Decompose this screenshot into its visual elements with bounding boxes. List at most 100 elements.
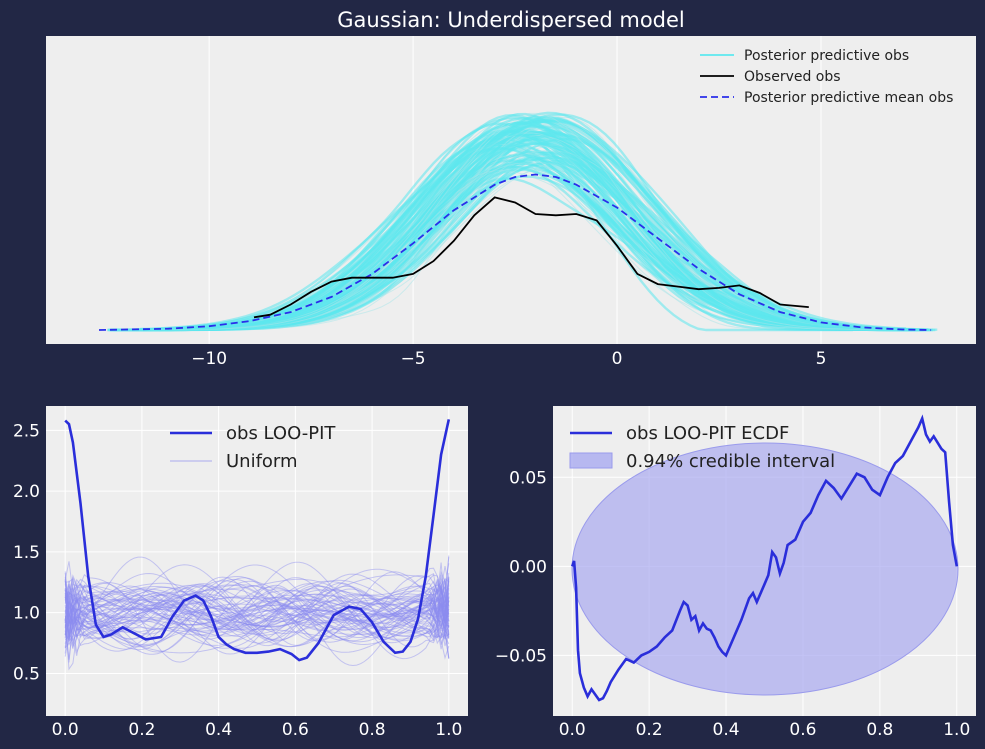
- ecdf-x-tick-label: 0.4: [713, 720, 740, 740]
- uniform-sample-curve: [64, 574, 450, 649]
- loo-pit-x-tick-label: 0.8: [359, 720, 386, 740]
- uniform-sample-curve: [65, 563, 450, 651]
- loo-pit-y-tick-label: 2.0: [13, 482, 40, 502]
- ecdf-credible-interval-band: [571, 442, 959, 696]
- uniform-sample-curve: [64, 594, 450, 659]
- uniform-sample-curve: [64, 593, 450, 659]
- ppc-observed-line: [253, 196, 809, 319]
- ecdf-y-tick-label: 0.05: [509, 468, 547, 488]
- ecdf-y-tick-label: 0.00: [509, 557, 547, 577]
- uniform-sample-curve: [64, 585, 450, 659]
- legend-label-observed: Observed obs: [744, 69, 841, 85]
- ppc-sample-curve: [156, 116, 924, 331]
- uniform-sample-curve: [64, 589, 450, 647]
- uniform-sample-curve: [64, 584, 450, 646]
- loo-pit-x-tick-label: 0.4: [205, 720, 232, 740]
- uniform-sample-curve: [64, 573, 450, 638]
- uniform-sample-curve: [64, 579, 450, 649]
- ecdf-x-tick-label: 1.0: [943, 720, 970, 740]
- uniform-sample-curve: [64, 584, 450, 626]
- loo-pit-uniform-samples: [64, 555, 450, 671]
- uniform-sample-curve: [64, 564, 450, 647]
- ecdf-y-ticks: −0.05 0.00 0.05: [495, 468, 547, 666]
- loo-pit-grid: [46, 406, 468, 716]
- uniform-sample-curve: [64, 579, 450, 638]
- uniform-sample-curve: [64, 585, 450, 655]
- uniform-sample-curve: [64, 572, 450, 629]
- legend-label-loo-pit: obs LOO-PIT: [226, 423, 336, 444]
- ecdf-x-tick-label: 0.8: [866, 720, 893, 740]
- loo-pit-chart: 0.0 0.2 0.4 0.6 0.8 1.0 0.5 1.0 1.5 2.0 2.5 obs L…: [13, 406, 468, 740]
- uniform-sample-curve: [64, 561, 450, 639]
- ecdf-x-tick-label: 0.2: [636, 720, 663, 740]
- ppc-x-ticks: −10 −5 0 5: [191, 349, 826, 369]
- loo-pit-x-tick-label: 0.0: [52, 720, 79, 740]
- uniform-sample-curve: [64, 555, 450, 663]
- ppc-mean-line: [98, 173, 932, 331]
- legend-label-uniform: Uniform: [226, 451, 298, 472]
- uniform-sample-curve: [65, 578, 450, 628]
- uniform-sample-curve: [64, 596, 450, 639]
- loo-pit-y-tick-label: 2.5: [13, 421, 40, 441]
- loo-pit-x-ticks: 0.0 0.2 0.4 0.6 0.8 1.0: [52, 720, 463, 740]
- uniform-sample-curve: [64, 585, 450, 641]
- uniform-sample-curve: [64, 578, 450, 641]
- ppc-x-tick-label: 0: [612, 349, 623, 369]
- loo-pit-y-tick-label: 1.0: [13, 604, 40, 624]
- ecdf-x-tick-label: 0.0: [559, 720, 586, 740]
- uniform-sample-curve: [64, 588, 450, 640]
- ppc-legend: Posterior predictive obs Observed obs Po…: [700, 48, 953, 106]
- ppc-chart: Gaussian: Underdispersed model −10 −5 0 5 P…: [46, 8, 976, 369]
- uniform-sample-curve: [64, 576, 450, 646]
- uniform-sample-curve: [64, 588, 450, 648]
- uniform-sample-curve: [64, 566, 450, 637]
- uniform-sample-curve: [64, 599, 450, 629]
- ecdf-y-tick-label: −0.05: [495, 646, 547, 666]
- uniform-sample-curve: [64, 587, 450, 636]
- loo-pit-legend: obs LOO-PIT Uniform: [170, 423, 336, 472]
- uniform-sample-curve: [64, 572, 450, 642]
- uniform-sample-curve: [64, 582, 450, 648]
- loo-pit-line: [64, 419, 451, 662]
- ecdf-x-tick-label: 0.6: [789, 720, 816, 740]
- uniform-sample-curve: [64, 585, 450, 636]
- ppc-x-tick-label: −10: [191, 349, 227, 369]
- uniform-sample-curve: [64, 580, 450, 649]
- uniform-sample-curve: [64, 578, 450, 660]
- uniform-sample-curve: [64, 568, 450, 636]
- loo-pit-y-tick-label: 1.5: [13, 543, 40, 563]
- uniform-sample-curve: [64, 582, 450, 648]
- uniform-sample-curve: [64, 591, 450, 643]
- ppc-sample-curve: [187, 142, 865, 331]
- ppc-x-tick-label: 5: [816, 349, 827, 369]
- uniform-sample-curve: [64, 595, 450, 632]
- ppc-posterior-predictive-samples: [107, 111, 938, 332]
- uniform-sample-curve: [64, 584, 450, 638]
- uniform-sample-curve: [64, 556, 450, 667]
- uniform-sample-curve: [65, 576, 450, 655]
- ppc-sample-curve: [170, 112, 897, 331]
- uniform-sample-curve: [64, 577, 450, 639]
- ecdf-x-ticks: 0.0 0.2 0.4 0.6 0.8 1.0: [559, 720, 971, 740]
- loo-pit-x-tick-label: 0.2: [128, 720, 155, 740]
- uniform-sample-curve: [64, 578, 450, 657]
- loo-pit-plot-area: [46, 406, 468, 716]
- uniform-sample-curve: [64, 579, 450, 654]
- uniform-sample-curve: [64, 581, 450, 629]
- uniform-sample-curve: [64, 556, 450, 643]
- uniform-sample-curve: [64, 562, 449, 654]
- legend-label-interval: 0.94% credible interval: [626, 451, 835, 472]
- legend-label-pp: Posterior predictive obs: [744, 48, 909, 64]
- uniform-sample-curve: [64, 571, 450, 663]
- uniform-sample-curve: [64, 561, 450, 646]
- loo-pit-x-tick-label: 0.6: [282, 720, 309, 740]
- legend-label-mean: Posterior predictive mean obs: [744, 90, 953, 106]
- uniform-sample-curve: [64, 573, 450, 652]
- uniform-sample-curve: [64, 585, 449, 660]
- uniform-sample-curve: [64, 571, 450, 647]
- uniform-sample-curve: [64, 576, 450, 643]
- legend-swatch-interval: [569, 452, 613, 469]
- loo-pit-y-ticks: 0.5 1.0 1.5 2.0 2.5: [13, 421, 40, 684]
- uniform-sample-curve: [64, 575, 450, 656]
